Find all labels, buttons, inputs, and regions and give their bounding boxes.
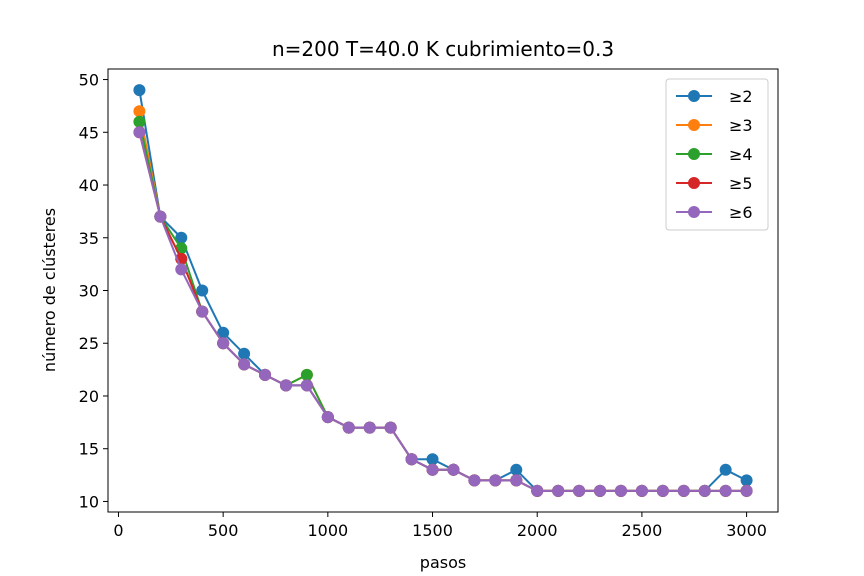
y-tick-label: 50	[79, 71, 99, 90]
data-point	[426, 453, 439, 466]
legend-item: ≥3	[676, 116, 753, 135]
data-point	[635, 484, 648, 497]
data-point	[614, 484, 627, 497]
data-point	[133, 105, 146, 118]
data-point	[510, 474, 523, 487]
data-point	[300, 379, 313, 392]
data-point	[321, 411, 334, 424]
legend-marker	[688, 206, 700, 218]
data-point	[573, 484, 586, 497]
x-axis-label: pasos	[420, 553, 466, 572]
data-point	[342, 421, 355, 434]
data-point	[238, 358, 251, 371]
legend-label: ≥2	[729, 87, 753, 106]
data-point	[405, 453, 418, 466]
y-tick-label: 10	[79, 492, 99, 511]
series-5	[133, 126, 753, 497]
y-tick-label: 30	[79, 282, 99, 301]
x-tick-label: 500	[208, 521, 239, 540]
data-point	[719, 463, 732, 476]
data-point	[259, 368, 272, 381]
x-axis-ticks: 0 500 1000 1500 2000 2500 3000	[113, 512, 767, 540]
data-point	[217, 326, 230, 339]
legend-item: ≥2	[676, 87, 753, 106]
legend-marker	[688, 148, 700, 160]
data-point	[426, 463, 439, 476]
legend-label: ≥6	[729, 203, 753, 222]
legend: ≥2 ≥3 ≥4 ≥5 ≥6	[665, 78, 769, 231]
x-tick-label: 3000	[726, 521, 767, 540]
data-point	[447, 463, 460, 476]
legend-label: ≥4	[729, 145, 753, 164]
data-point	[656, 484, 669, 497]
data-point	[468, 474, 481, 487]
legend-item: ≥5	[676, 174, 753, 193]
data-point	[196, 305, 209, 318]
data-point	[531, 484, 544, 497]
x-tick-label: 2500	[622, 521, 663, 540]
legend-marker	[688, 90, 700, 102]
y-tick-label: 35	[79, 229, 99, 248]
y-axis-ticks: 10 15 20 25 30 35 40 45 50	[79, 71, 108, 511]
data-point	[175, 263, 188, 276]
legend-label: ≥3	[729, 116, 753, 135]
data-point	[510, 463, 523, 476]
data-point	[133, 84, 146, 97]
y-tick-label: 15	[79, 440, 99, 459]
data-point	[300, 368, 313, 381]
y-tick-label: 25	[79, 334, 99, 353]
legend-frame	[665, 78, 769, 231]
data-point	[594, 484, 607, 497]
y-tick-label: 45	[79, 123, 99, 142]
x-tick-label: 1500	[412, 521, 453, 540]
data-point	[552, 484, 565, 497]
data-point	[175, 231, 188, 244]
data-point	[384, 421, 397, 434]
data-point	[719, 484, 732, 497]
data-point	[698, 484, 711, 497]
series-layer	[133, 84, 753, 497]
data-point	[279, 379, 292, 392]
legend-item: ≥6	[676, 203, 753, 222]
x-tick-label: 0	[113, 521, 123, 540]
data-point	[740, 484, 753, 497]
data-point	[238, 347, 251, 360]
legend-marker	[688, 119, 700, 131]
data-point	[133, 126, 146, 139]
legend-marker	[688, 177, 700, 189]
data-point	[133, 115, 146, 128]
data-point	[196, 284, 209, 297]
legend-label: ≥5	[729, 174, 753, 193]
legend-item: ≥4	[676, 145, 753, 164]
chart-title: n=200 T=40.0 K cubrimiento=0.3	[272, 37, 614, 61]
data-point	[740, 474, 753, 487]
data-point	[363, 421, 376, 434]
data-point	[677, 484, 690, 497]
y-tick-label: 20	[79, 387, 99, 406]
x-tick-label: 1000	[307, 521, 348, 540]
data-point	[489, 474, 502, 487]
y-tick-label: 40	[79, 176, 99, 195]
data-point	[217, 337, 230, 350]
data-point	[154, 210, 167, 223]
x-tick-label: 2000	[517, 521, 558, 540]
y-axis-label: número de clústeres	[40, 208, 59, 372]
